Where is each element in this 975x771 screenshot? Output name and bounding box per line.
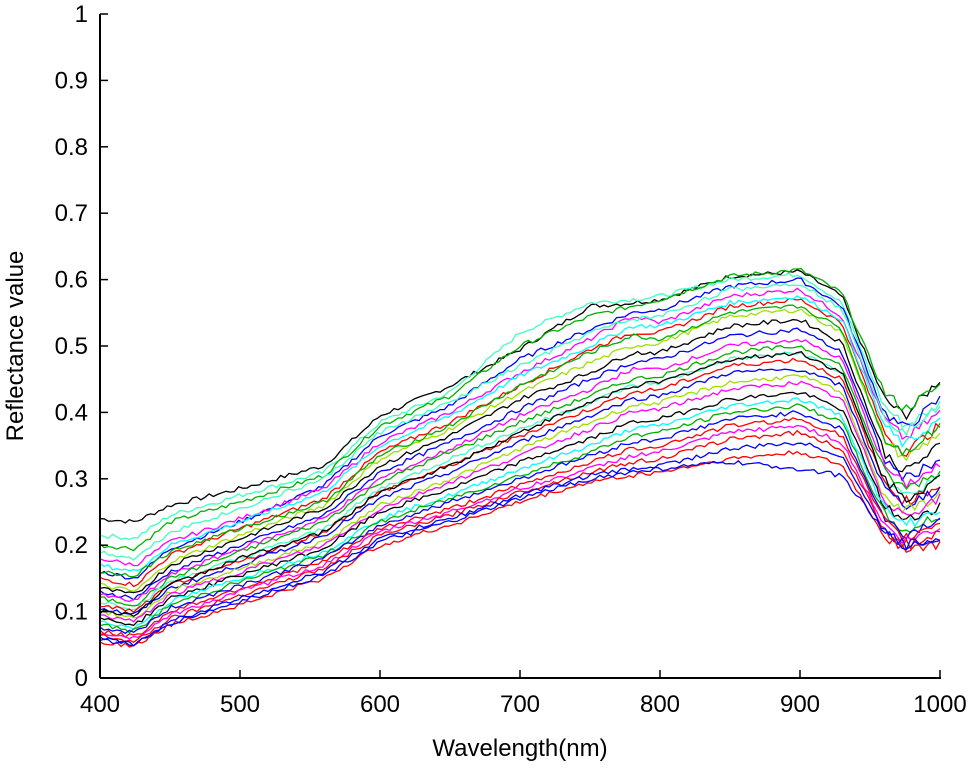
series-line-25 xyxy=(99,442,941,647)
series-line-28 xyxy=(99,304,941,578)
x-tick-label: 900 xyxy=(780,691,820,718)
series-line-2 xyxy=(99,272,941,541)
series-line-27 xyxy=(99,460,941,647)
x-ticks: 400 500 600 700 800 900 1000 xyxy=(80,670,967,718)
series-line-10 xyxy=(99,327,941,601)
series-line-16 xyxy=(99,374,941,619)
y-tick-label: 0 xyxy=(75,665,88,692)
series-line-14 xyxy=(99,357,941,614)
y-axis-title: Reflectance value xyxy=(2,251,29,442)
series-line-23 xyxy=(99,424,941,640)
series-line-24 xyxy=(99,429,941,643)
series-line-21 xyxy=(99,410,941,635)
y-tick-label: 0.8 xyxy=(55,134,88,161)
series-line-8 xyxy=(99,308,941,592)
y-tick-label: 0.5 xyxy=(55,333,88,360)
y-ticks: 0 0.1 0.2 0.3 0.4 0.5 0.6 0.7 0.8 0.9 1 xyxy=(55,1,108,692)
y-tick-label: 0.7 xyxy=(55,200,88,227)
x-tick-label: 400 xyxy=(80,691,120,718)
x-tick-label: 1000 xyxy=(913,691,966,718)
series-line-12 xyxy=(99,345,941,607)
y-tick-label: 0.4 xyxy=(55,399,88,426)
y-tick-label: 0.1 xyxy=(55,599,88,626)
y-tick-label: 0.9 xyxy=(55,67,88,94)
series-layer xyxy=(99,268,941,648)
series-line-20 xyxy=(99,403,941,634)
y-tick-label: 1 xyxy=(75,1,88,28)
x-tick-label: 700 xyxy=(500,691,540,718)
series-line-13 xyxy=(99,351,941,611)
series-line-9 xyxy=(99,318,941,594)
x-tick-label: 600 xyxy=(360,691,400,718)
series-line-17 xyxy=(99,380,941,623)
series-line-26 xyxy=(99,450,941,648)
y-tick-label: 0.3 xyxy=(55,466,88,493)
series-line-30 xyxy=(99,350,941,618)
series-line-4 xyxy=(99,277,941,580)
series-line-18 xyxy=(99,391,941,627)
y-tick-label: 0.2 xyxy=(55,532,88,559)
series-line-29 xyxy=(99,282,941,561)
y-tick-label: 0.6 xyxy=(55,267,88,294)
x-tick-label: 500 xyxy=(220,691,260,718)
series-line-1 xyxy=(99,269,941,524)
series-line-3 xyxy=(99,268,941,552)
x-tick-label: 800 xyxy=(640,691,680,718)
series-line-19 xyxy=(99,397,941,631)
series-line-15 xyxy=(99,368,941,615)
series-line-7 xyxy=(99,295,941,572)
x-axis-title: Wavelength(nm) xyxy=(432,735,607,762)
